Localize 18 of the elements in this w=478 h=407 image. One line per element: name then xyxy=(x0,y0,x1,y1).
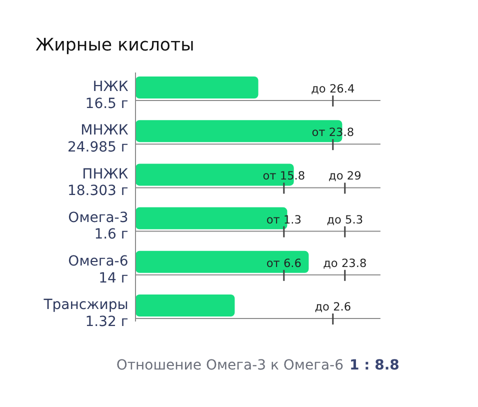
text: 1 : 8.8 xyxy=(350,358,400,374)
annotation: до 29 xyxy=(328,168,362,183)
bar xyxy=(136,76,258,98)
annotation: до 26.4 xyxy=(311,82,355,96)
text: Отношение Омега-3 к Омега-6 xyxy=(116,358,344,374)
y-tick-label: Омега-6 14 г xyxy=(68,254,128,286)
annotation: от 6.6 xyxy=(266,256,302,270)
bar xyxy=(136,294,235,316)
bar xyxy=(136,250,309,273)
y-tick-label: НЖК 16.5 г xyxy=(85,79,128,112)
y-tick-label: Омега-3 1.6 г xyxy=(68,210,128,243)
annotation: до 23.8 xyxy=(323,256,367,270)
y-tick-label: МНЖК 24.985 г xyxy=(67,122,128,156)
y-tick-label: Трансжиры 1.32 г xyxy=(42,297,128,330)
annotation: до 5.3 xyxy=(326,212,364,226)
annotation: до 2.6 xyxy=(314,300,352,314)
y-tick-label: ПНЖК 18.303 г xyxy=(67,166,128,200)
chart-title: Жирные кислоты xyxy=(36,36,194,56)
